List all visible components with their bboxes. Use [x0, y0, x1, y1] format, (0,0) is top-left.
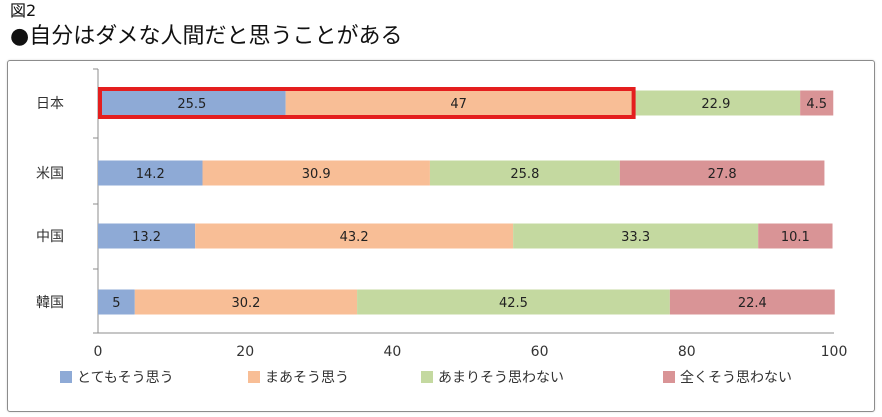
chart-frame: 0 20 40 60 80 100 日本 25.5 47 22.9 4.5 米国 14.2 30.9 25.…: [7, 60, 875, 412]
data-label: 27.8: [708, 167, 737, 182]
bar-segment: [98, 90, 286, 116]
bar-segment: [202, 160, 430, 186]
legend-swatch: [60, 371, 72, 383]
data-label: 5: [112, 296, 120, 311]
category-label: 日本: [36, 96, 64, 112]
bar-segment: [429, 160, 620, 186]
chart-title: ●自分はダメな人間だと思うことがある: [10, 24, 403, 49]
data-label: 4.5: [806, 97, 827, 112]
figure-label: 図2: [10, 1, 37, 20]
bar-segment: [195, 223, 514, 249]
data-label: 25.5: [177, 97, 206, 112]
legend-swatch: [248, 371, 260, 383]
highlight-box: [98, 87, 636, 119]
bar-segment: [134, 289, 358, 315]
bar-segment: [758, 223, 833, 249]
data-label: 25.8: [510, 167, 539, 182]
x-tick-label: 100: [821, 344, 848, 360]
bar-segment: [800, 90, 834, 116]
legend-label: あまりそう思わない: [438, 370, 564, 386]
category-label: 中国: [36, 229, 64, 245]
x-tick-label: 40: [383, 344, 401, 360]
legend-label: まあそう思う: [265, 370, 349, 386]
bar-segment: [98, 223, 196, 249]
legend-label: 全くそう思わない: [680, 369, 792, 386]
x-tick-label: 0: [94, 344, 103, 360]
bar-segment: [619, 160, 825, 186]
data-label: 13.2: [132, 230, 161, 245]
category-label: 米国: [36, 166, 64, 182]
bar-segment: [631, 90, 801, 116]
bar-segment: [669, 289, 835, 315]
data-label: 22.4: [738, 296, 767, 311]
legend-label: とてもそう思う: [77, 370, 174, 386]
legend-swatch: [421, 371, 433, 383]
data-label: 14.2: [136, 167, 165, 182]
stacked-bar-chart: 0 20 40 60 80 100 日本 25.5 47 22.9 4.5 米国 14.2 30.9 25.…: [36, 68, 848, 386]
bar-segment: [285, 90, 632, 116]
x-tick-label: 20: [236, 344, 254, 360]
x-tick-label: 80: [678, 344, 696, 360]
data-label: 33.3: [621, 230, 650, 245]
data-label: 47: [450, 97, 467, 112]
legend-swatch: [663, 371, 675, 383]
bar-segment: [98, 289, 135, 315]
data-label: 30.2: [231, 296, 260, 311]
data-label: 10.1: [781, 230, 810, 245]
category-label: 韓国: [36, 295, 64, 311]
data-label: 43.2: [340, 230, 369, 245]
data-label: 30.9: [302, 167, 331, 182]
data-label: 22.9: [701, 97, 730, 112]
bar-segment: [357, 289, 670, 315]
x-tick-label: 60: [531, 344, 549, 360]
data-label: 42.5: [499, 296, 528, 311]
bar-segment: [513, 223, 759, 249]
bar-segment: [98, 160, 203, 186]
